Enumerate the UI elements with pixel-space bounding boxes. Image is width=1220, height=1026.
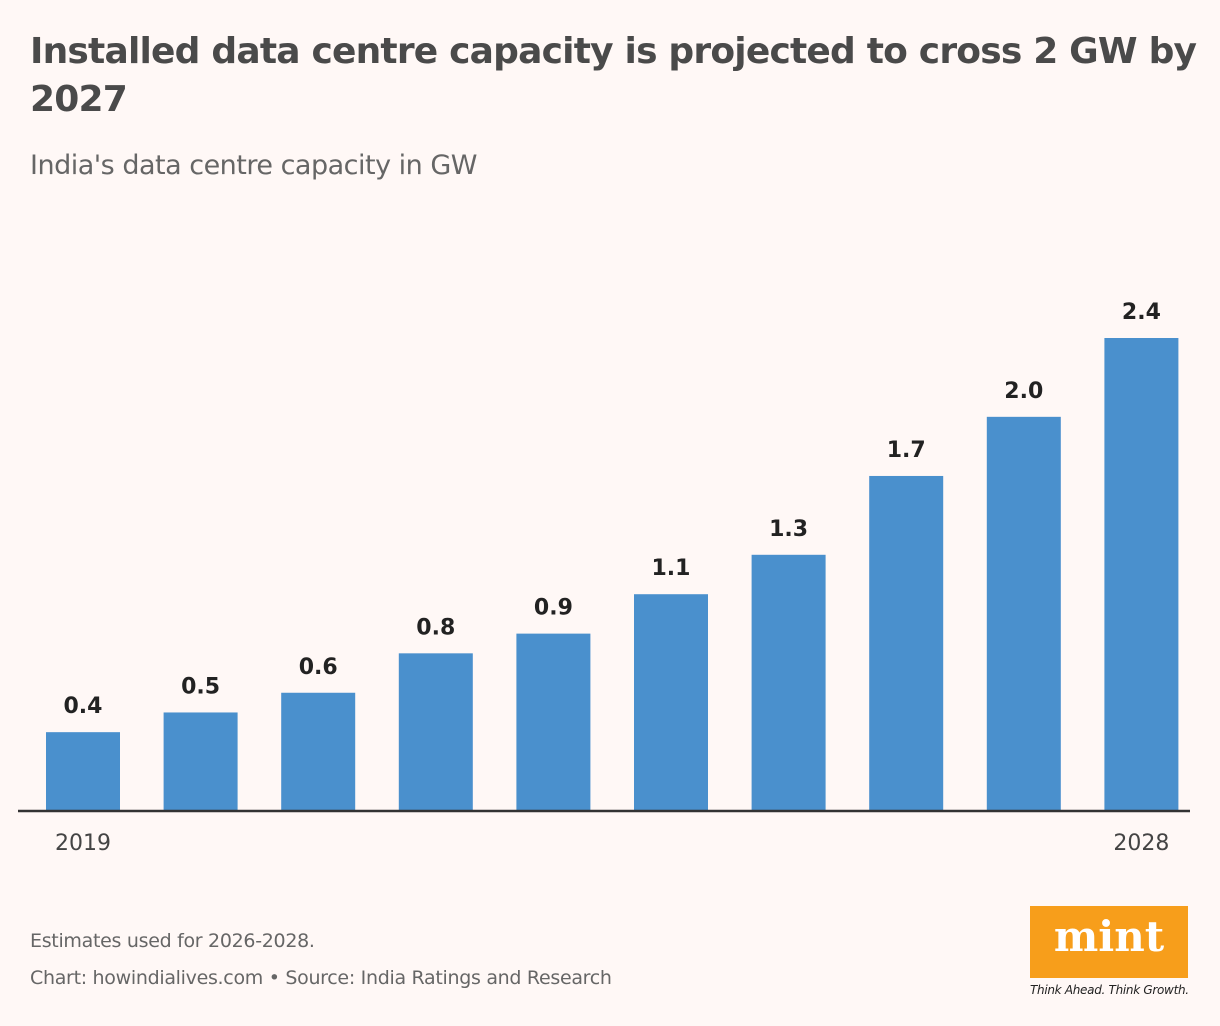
- source-note: Chart: howindialives.com • Source: India…: [30, 967, 612, 989]
- bar-2020: [163, 712, 238, 811]
- x-tick-label-2019: 2019: [55, 831, 111, 856]
- data-label-2028: 2.4: [1122, 300, 1161, 325]
- data-label-2027: 2.0: [1004, 379, 1043, 404]
- bar-2023: [516, 633, 591, 811]
- bar-chart: 0.4 0.5 0.6 0.8 0.9 1.1 1.3 1.7 2.0 2.4 2019 2028: [18, 300, 1190, 856]
- x-tick-label-2028: 2028: [1113, 831, 1169, 856]
- bar-2026: [869, 475, 944, 811]
- bar-2022: [398, 653, 473, 811]
- data-label-2019: 0.4: [64, 694, 103, 719]
- bar-2027: [986, 416, 1061, 811]
- data-label-2025: 1.3: [769, 517, 808, 542]
- data-label-2020: 0.5: [181, 674, 220, 699]
- bar-2021: [281, 692, 356, 811]
- mint-logo: mint: [1030, 906, 1188, 978]
- bar-2019: [46, 732, 120, 811]
- data-label-2026: 1.7: [887, 438, 926, 463]
- data-label-2021: 0.6: [299, 655, 338, 680]
- data-label-2022: 0.8: [416, 615, 455, 640]
- chart-title: Installed data centre capacity is projec…: [30, 31, 1197, 120]
- logo-tagline: Think Ahead. Think Growth.: [1030, 983, 1189, 997]
- chart-subtitle: India's data centre capacity in GW: [30, 150, 477, 181]
- logo-text: mint: [1053, 912, 1165, 961]
- bar-2028: [1104, 338, 1179, 811]
- data-label-2023: 0.9: [534, 596, 573, 621]
- bar-2025: [751, 554, 826, 811]
- data-label-2024: 1.1: [652, 556, 691, 581]
- footnote: Estimates used for 2026-2028.: [30, 930, 315, 952]
- bar-2024: [634, 594, 708, 811]
